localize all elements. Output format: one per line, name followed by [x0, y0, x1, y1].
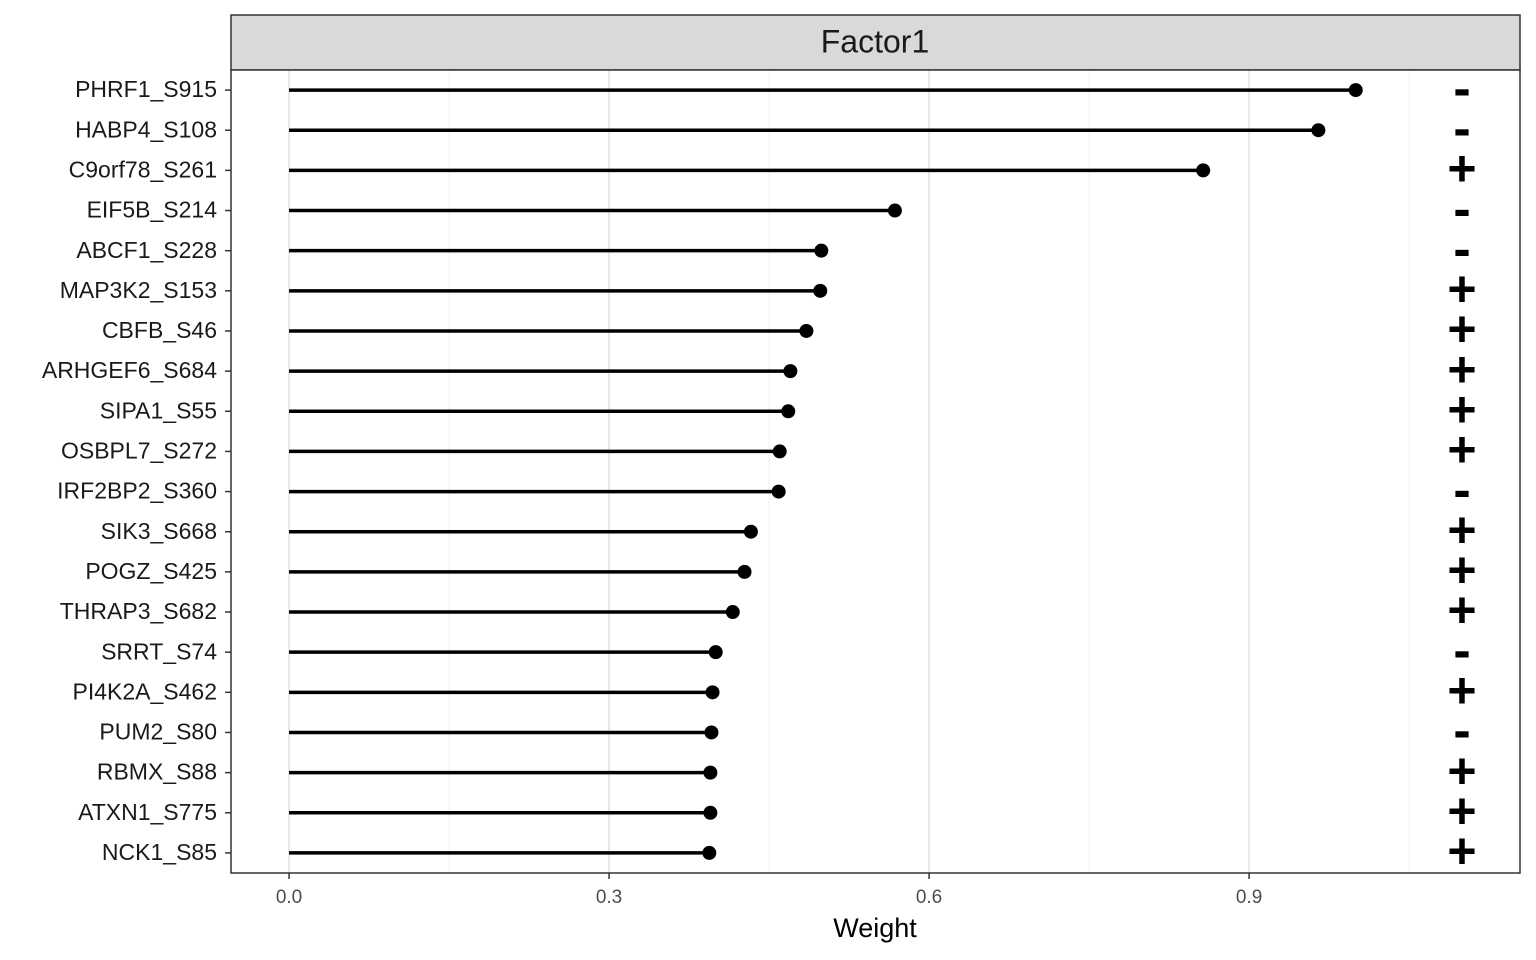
dot: [703, 805, 718, 820]
dot: [737, 564, 752, 579]
dot: [781, 404, 796, 419]
y-tick-label: MAP3K2_S153: [60, 277, 217, 303]
dot: [771, 484, 786, 499]
x-axis-title: Weight: [833, 913, 917, 943]
y-tick-label: PUM2_S80: [99, 719, 217, 745]
sign: -: [1453, 220, 1470, 278]
marks: [289, 83, 1363, 860]
y-tick-label: NCK1_S85: [102, 839, 217, 865]
sign: -: [1453, 702, 1470, 760]
strip-title: Factor1: [821, 23, 929, 59]
y-tick-label: C9orf78_S261: [69, 156, 217, 182]
sign: +: [1447, 743, 1476, 799]
y-tick-label: HABP4_S108: [75, 116, 217, 142]
y-tick-label: OSBPL7_S272: [61, 438, 217, 464]
y-tick-label: EIF5B_S214: [87, 197, 218, 223]
sign: +: [1447, 261, 1476, 317]
x-tick-label: 0.9: [1236, 887, 1262, 908]
y-tick-label: CBFB_S46: [102, 317, 217, 343]
dot: [705, 685, 720, 700]
sign: -: [1453, 100, 1470, 158]
sign: +: [1447, 341, 1476, 397]
sign: +: [1447, 502, 1476, 558]
y-tick-label: RBMX_S88: [97, 759, 217, 785]
y-tick-label: THRAP3_S682: [60, 598, 217, 624]
sign: -: [1453, 461, 1470, 519]
panel-border: [230, 69, 1521, 874]
x-tick-label: 0.3: [596, 887, 622, 908]
x-tick-label: 0.6: [916, 887, 942, 908]
sign: +: [1447, 542, 1476, 598]
y-tick-label: SRRT_S74: [101, 638, 217, 664]
dot: [703, 765, 718, 780]
sign: +: [1447, 141, 1476, 197]
x-tick-label: 0.0: [276, 887, 302, 908]
sign: +: [1447, 783, 1476, 839]
panel: [231, 70, 1520, 873]
sign: -: [1453, 622, 1470, 680]
strip: [230, 14, 1521, 71]
dot: [725, 605, 740, 620]
dot: [783, 364, 798, 379]
dot: [799, 323, 814, 338]
dot: [813, 283, 828, 298]
sign: +: [1447, 422, 1476, 478]
sign: +: [1447, 381, 1476, 437]
y-tick-label: PI4K2A_S462: [72, 678, 217, 704]
y-tick-label: IRF2BP2_S360: [57, 478, 217, 504]
sign: +: [1447, 663, 1476, 719]
y-tick-label: POGZ_S425: [85, 558, 217, 584]
dot: [772, 444, 787, 459]
dot: [1311, 123, 1326, 138]
y-tick-label: PHRF1_S915: [75, 76, 217, 102]
dot: [887, 203, 902, 218]
sign: +: [1447, 823, 1476, 879]
y-tick-label: ABCF1_S228: [76, 237, 217, 263]
sign: +: [1447, 582, 1476, 638]
grid: [288, 70, 1410, 873]
sign: -: [1453, 60, 1470, 118]
sign: +: [1447, 301, 1476, 357]
y-tick-label: ARHGEF6_S684: [42, 357, 217, 383]
sign: -: [1453, 180, 1470, 238]
y-tick-label: SIPA1_S55: [100, 397, 217, 423]
dot: [708, 645, 723, 660]
dot: [704, 725, 719, 740]
dot: [1348, 83, 1363, 98]
y-tick-label: SIK3_S668: [101, 518, 217, 544]
dot: [814, 243, 829, 258]
dot: [743, 524, 758, 539]
dot: [1196, 163, 1211, 178]
dot: [702, 845, 717, 860]
y-tick-label: ATXN1_S775: [78, 799, 217, 825]
